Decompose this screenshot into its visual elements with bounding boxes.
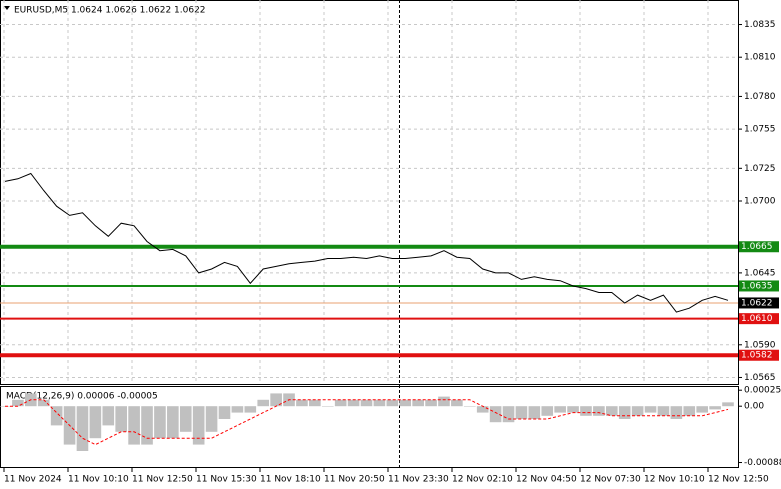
level-label: 1.0610 [741, 314, 773, 324]
macd-bar [386, 399, 399, 407]
y-tick-label: 1.0780 [744, 92, 776, 102]
x-tick-label: 11 Nov 18:10 [260, 475, 321, 485]
signal-line [5, 399, 729, 446]
price-frame [0, 0, 739, 385]
last-price-box [739, 297, 779, 309]
macd-bar [50, 406, 63, 426]
macd-bar [670, 406, 683, 419]
menu-arrow [4, 6, 10, 10]
macd-bar [154, 406, 166, 439]
macd-bar [489, 406, 502, 423]
y-tick-label: 0.00 [744, 402, 764, 412]
price-line [4, 172, 729, 313]
macd-bar [580, 406, 592, 416]
macd-bar [141, 406, 153, 445]
macd-frame [0, 386, 739, 468]
macd-bar [463, 406, 476, 407]
y-tick-label: -0.00088 [744, 458, 781, 468]
macd-bar [244, 406, 257, 413]
level-label: 1.0582 [741, 351, 773, 361]
level-label-box [739, 313, 779, 325]
macd-bar [231, 406, 244, 413]
macd-bar [321, 406, 334, 407]
x-tick-label: 12 Nov 02:10 [452, 475, 513, 485]
x-tick-label: 12 Nov 10:10 [644, 475, 705, 485]
macd-bar [373, 399, 386, 407]
x-tick-label: 12 Nov 12:50 [708, 475, 769, 485]
y-tick-label: 1.0810 [744, 53, 776, 63]
macd-bar [347, 399, 360, 407]
macd-bar [360, 399, 373, 407]
macd-bar [425, 399, 437, 407]
macd-bar [618, 406, 631, 419]
macd-bar [593, 406, 605, 416]
macd-bar [102, 406, 115, 426]
macd-bar [192, 406, 205, 445]
macd-bar [205, 406, 218, 432]
level-label: 1.0635 [741, 281, 773, 291]
macd-bar [412, 399, 424, 407]
level-label-box [739, 280, 779, 292]
macd-bar [709, 406, 721, 410]
macd-bar [631, 406, 644, 416]
y-tick-label: 1.0645 [744, 268, 776, 278]
last-price-label: 1.0622 [741, 298, 773, 308]
macd-bar [179, 406, 192, 432]
macd-bar [683, 406, 696, 416]
macd-bar [541, 406, 554, 416]
x-tick-label: 11 Nov 2024 [4, 475, 62, 485]
macd-bar [657, 406, 670, 416]
macd-bar [399, 399, 412, 407]
macd-bar [334, 399, 347, 407]
macd-bar [76, 406, 89, 451]
x-tick-label: 11 Nov 23:30 [388, 475, 449, 485]
x-tick-label: 11 Nov 12:50 [132, 475, 193, 485]
macd-bar [502, 406, 515, 423]
x-tick-label: 11 Nov 15:30 [196, 475, 257, 485]
macd-bar [438, 396, 450, 407]
macd-bar [722, 402, 734, 407]
macd-bar [515, 406, 528, 419]
macd-bar [296, 399, 308, 407]
level-label-box [739, 241, 779, 253]
y-tick-label: 1.0755 [744, 125, 776, 135]
y-tick-label: 1.0590 [744, 340, 776, 350]
x-tick-label: 12 Nov 04:50 [516, 475, 577, 485]
x-tick-label: 12 Nov 07:30 [580, 475, 641, 485]
macd-bar [605, 406, 618, 416]
macd-bar [37, 399, 50, 407]
y-tick-label: 1.0565 [744, 373, 776, 383]
macd-bar [476, 406, 489, 413]
level-label-box [739, 349, 779, 361]
macd-title: MACD(12,26,9) 0.00006 -0.00005 [6, 392, 158, 402]
macd-bar [696, 406, 708, 413]
macd-bar [115, 406, 128, 432]
level-label: 1.0665 [741, 242, 773, 252]
macd-bar [257, 399, 270, 407]
macd-bar [554, 406, 566, 413]
macd-bar [270, 393, 282, 407]
x-tick-label: 11 Nov 10:10 [68, 475, 129, 485]
y-tick-label: 1.0725 [744, 164, 776, 174]
x-tick-label: 11 Nov 20:50 [324, 475, 385, 485]
macd-bar [644, 406, 657, 413]
y-tick-label: 1.0700 [744, 196, 776, 206]
macd-bar [528, 406, 541, 419]
macd-bar [89, 406, 102, 439]
chart-title: EURUSD,M5 1.0624 1.0626 1.0622 1.0622 [14, 6, 206, 16]
macd-bar [128, 406, 140, 445]
y-tick-label: 1.0835 [744, 20, 776, 30]
macd-bar [12, 399, 24, 407]
macd-bar [451, 399, 463, 407]
y-tick-label: 0.00025 [744, 386, 781, 396]
macd-bar [167, 406, 179, 439]
macd-bar [567, 406, 579, 413]
macd-bar [218, 406, 231, 419]
macd-bar [309, 399, 321, 407]
